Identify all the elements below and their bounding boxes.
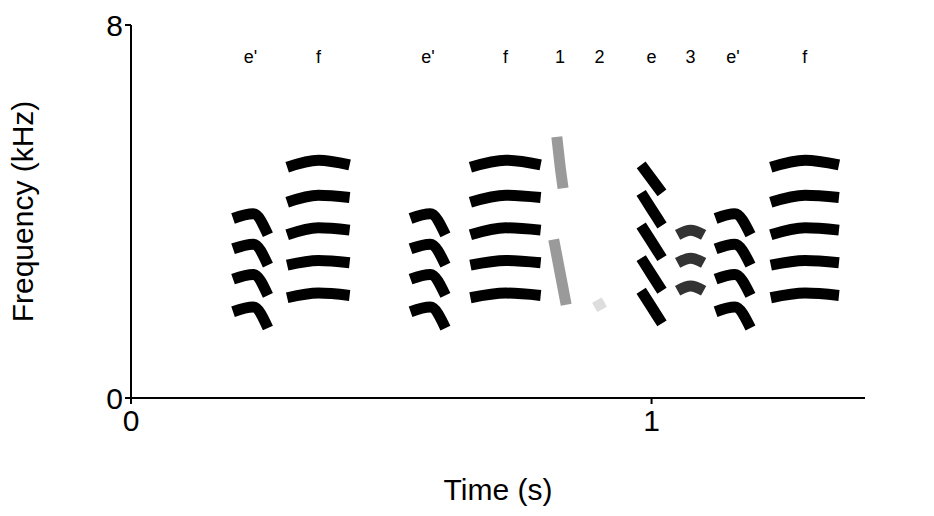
svg-text:0: 0 [106, 382, 123, 415]
svg-text:Time (s): Time (s) [444, 473, 553, 506]
svg-text:e': e' [726, 47, 739, 67]
svg-text:0: 0 [123, 404, 140, 437]
svg-text:1: 1 [643, 404, 660, 437]
svg-text:3: 3 [686, 47, 696, 67]
svg-text:e': e' [421, 47, 434, 67]
svg-text:8: 8 [106, 9, 123, 42]
svg-text:f: f [316, 47, 322, 67]
svg-text:f: f [503, 47, 509, 67]
svg-text:2: 2 [595, 47, 605, 67]
svg-text:e: e [647, 47, 657, 67]
svg-text:Frequency (kHz): Frequency (kHz) [6, 101, 39, 323]
svg-text:f: f [802, 47, 808, 67]
svg-text:e': e' [244, 47, 257, 67]
svg-text:1: 1 [555, 47, 565, 67]
